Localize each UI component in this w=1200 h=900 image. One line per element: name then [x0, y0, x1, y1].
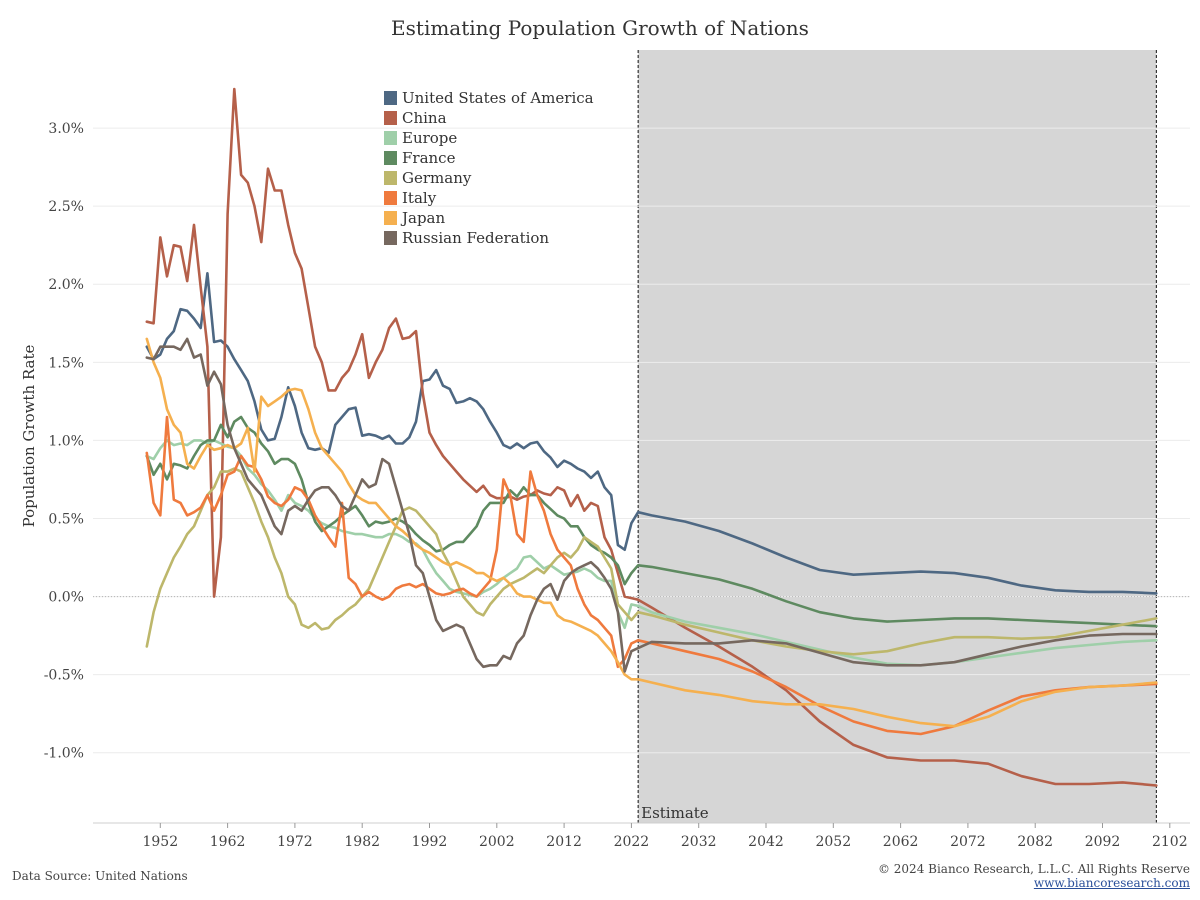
legend-label: Europe — [402, 129, 457, 147]
legend-label: France — [402, 149, 456, 167]
legend-label: Japan — [400, 209, 446, 227]
x-tick-label: 2042 — [748, 834, 784, 850]
x-tick-label: 1992 — [412, 834, 448, 850]
x-tick-label: 2062 — [883, 834, 919, 850]
legend-label: Germany — [402, 169, 472, 187]
legend-swatch — [384, 231, 397, 245]
estimate-region-layer: Estimate — [637, 50, 1157, 823]
x-tick-label: 1972 — [277, 834, 313, 850]
y-tick-label: 1.5% — [48, 355, 84, 371]
estimate-label: Estimate — [641, 804, 709, 822]
x-tick-label: 2082 — [1017, 834, 1053, 850]
series-line — [145, 415, 1158, 736]
legend-swatch — [384, 211, 397, 225]
x-tick-label: 2072 — [950, 834, 986, 850]
y-tick-label: 2.5% — [48, 199, 84, 215]
x-tick-label: 2032 — [681, 834, 717, 850]
legend-label: United States of America — [402, 89, 594, 107]
legend-label: China — [402, 109, 447, 127]
series-lines — [145, 87, 1158, 787]
x-tick-label: 1982 — [344, 834, 380, 850]
estimate-region — [638, 50, 1157, 823]
legend-label: Russian Federation — [402, 229, 549, 247]
x-tick-label: 1962 — [210, 834, 246, 850]
legend-label: Italy — [402, 189, 437, 207]
x-tick-label: 2052 — [815, 834, 851, 850]
x-tick-label: 2092 — [1085, 834, 1121, 850]
x-tick-label: 1952 — [142, 834, 178, 850]
series-line — [145, 467, 1158, 656]
gridlines — [93, 127, 1190, 754]
series-line — [145, 439, 1158, 667]
copyright-note: © 2024 Bianco Research, L.L.C. All Right… — [877, 862, 1190, 876]
y-tick-label: 1.0% — [48, 433, 84, 449]
series-line — [145, 337, 1158, 728]
axis-ticks: 3.0% 2.5% 2.0% 1.5% 1.0% 0.5% 0.0% -0.5% -1.0% 19… — [44, 121, 1190, 850]
series-line — [145, 415, 1158, 628]
y-tick-label: 0.0% — [48, 590, 84, 606]
legend-swatch — [384, 111, 397, 125]
data-source-note: Data Source: United Nations — [12, 869, 188, 883]
y-tick-label: -0.5% — [44, 668, 84, 684]
legend-swatch — [384, 151, 397, 165]
website-link[interactable]: www.biancoresearch.com — [1033, 876, 1190, 890]
legend-swatch — [384, 91, 397, 105]
y-tick-label: 0.5% — [48, 511, 84, 527]
x-tick-label: 2012 — [546, 834, 582, 850]
x-tick-label: 2102 — [1152, 834, 1188, 850]
x-tick-label: 2002 — [479, 834, 515, 850]
y-tick-label: -1.0% — [44, 746, 84, 762]
series-line — [145, 337, 1158, 673]
y-tick-label: 3.0% — [48, 121, 84, 137]
series-line — [145, 87, 1158, 787]
y-tick-label: 2.0% — [48, 277, 84, 293]
x-tick-label: 2022 — [614, 834, 650, 850]
chart-title: Estimating Population Growth of Nations — [391, 16, 809, 40]
legend-swatch — [384, 131, 397, 145]
legend-swatch — [384, 171, 397, 185]
legend-swatch — [384, 191, 397, 205]
series-line — [145, 272, 1158, 595]
legend: United States of America China Europe Franc… — [384, 89, 594, 247]
